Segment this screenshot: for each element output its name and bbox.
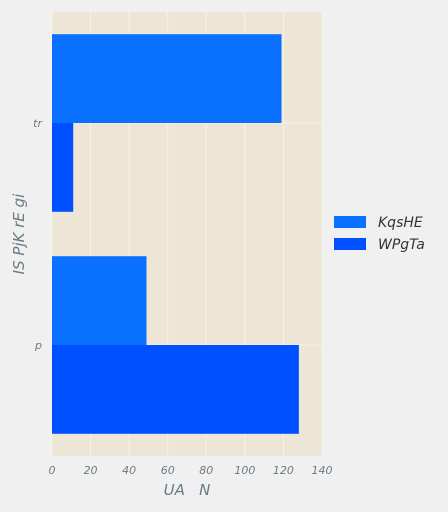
legend-label: WPgTa xyxy=(378,237,425,253)
bar-WPgTa-tr xyxy=(52,123,74,212)
x-tick-label: 40 xyxy=(122,464,136,477)
y-axis-label: IS PjK rE gi xyxy=(10,193,28,274)
y-tick-labels: tr p xyxy=(33,117,43,352)
legend: KqsHE WPgTa xyxy=(334,215,425,253)
x-tick-label: 100 xyxy=(234,464,255,477)
bars xyxy=(52,34,299,434)
x-tick-label: 60 xyxy=(161,464,175,477)
bar-KqsHE-tr xyxy=(52,34,282,124)
y-tick-label: tr xyxy=(33,117,43,130)
x-tick-label: 140 xyxy=(312,464,333,477)
x-tick-label: 120 xyxy=(273,464,294,477)
x-tick-labels: 0 20 40 60 80 100 120 140 xyxy=(49,464,333,477)
bar-KqsHE-p xyxy=(52,256,147,345)
x-axis-label: UA N xyxy=(164,481,211,499)
x-tick-label: 0 xyxy=(49,464,56,477)
x-tick-label: 20 xyxy=(84,464,98,477)
y-tick-label: p xyxy=(34,339,42,352)
legend-swatch xyxy=(334,238,366,250)
x-tick-label: 80 xyxy=(199,464,213,477)
bar-WPgTa-p xyxy=(52,345,299,434)
legend-label: KqsHE xyxy=(378,215,423,231)
legend-swatch xyxy=(334,216,366,228)
